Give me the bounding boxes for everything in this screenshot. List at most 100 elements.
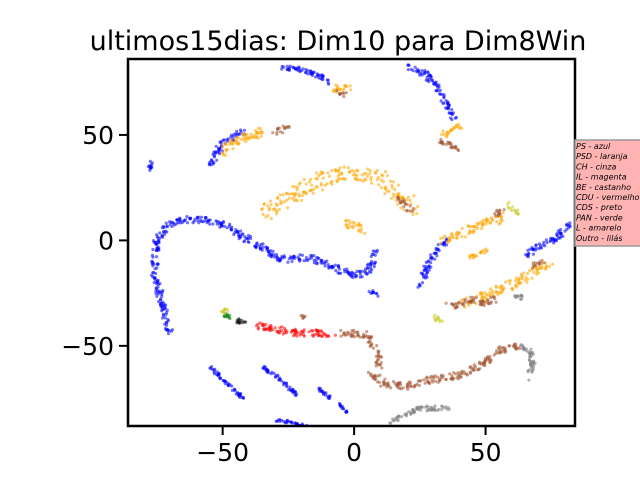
- x-tick-label: 50: [470, 438, 502, 467]
- data-point: [152, 281, 156, 285]
- data-point: [439, 137, 443, 141]
- data-point: [321, 176, 325, 180]
- data-point: [320, 73, 324, 77]
- data-point: [259, 129, 263, 134]
- data-point: [482, 222, 486, 226]
- data-point: [294, 329, 298, 333]
- data-point: [484, 222, 488, 226]
- data-point: [217, 373, 221, 377]
- data-point: [359, 178, 363, 182]
- data-point: [448, 129, 452, 133]
- data-point: [346, 330, 350, 334]
- data-point: [342, 177, 346, 181]
- data-point: [156, 280, 160, 284]
- data-point: [490, 289, 494, 293]
- data-point: [358, 269, 362, 273]
- cluster-13: [220, 126, 265, 157]
- data-point: [450, 108, 454, 112]
- cluster-19: [459, 261, 555, 309]
- data-point: [307, 330, 311, 334]
- data-point: [366, 167, 370, 171]
- data-point: [276, 127, 280, 131]
- data-point: [475, 222, 480, 226]
- data-point: [215, 220, 219, 224]
- data-point: [225, 226, 229, 230]
- data-point: [335, 180, 339, 184]
- y-axis: −50 0 50: [61, 121, 128, 361]
- data-point: [434, 81, 438, 85]
- data-point: [472, 228, 476, 232]
- data-point: [254, 324, 258, 328]
- points-layer: [146, 63, 572, 426]
- data-point: [293, 66, 297, 70]
- data-point: [397, 414, 401, 418]
- data-point: [397, 193, 401, 197]
- data-point: [488, 357, 492, 362]
- data-point: [204, 215, 208, 220]
- data-point: [423, 70, 427, 74]
- data-point: [151, 264, 155, 268]
- data-point: [344, 410, 349, 414]
- data-point: [391, 419, 395, 423]
- data-point: [219, 141, 223, 145]
- data-point: [440, 92, 444, 96]
- data-point: [393, 188, 397, 192]
- data-point: [246, 240, 250, 244]
- data-point: [415, 382, 419, 386]
- data-point: [433, 379, 437, 383]
- data-point: [266, 214, 270, 218]
- data-point: [148, 168, 152, 172]
- data-point: [447, 132, 451, 136]
- data-point: [237, 132, 241, 136]
- data-point: [239, 137, 243, 141]
- data-point: [488, 354, 492, 359]
- data-point: [278, 331, 282, 335]
- data-point: [344, 91, 348, 95]
- data-point: [253, 128, 258, 133]
- data-point: [499, 218, 503, 222]
- data-point: [475, 227, 479, 231]
- plot-frame: [126, 57, 577, 428]
- data-point: [424, 260, 428, 264]
- data-point: [338, 404, 342, 408]
- data-point: [392, 195, 396, 199]
- data-point: [366, 262, 370, 266]
- data-point: [154, 289, 158, 293]
- data-point: [526, 248, 530, 252]
- data-point: [160, 292, 164, 296]
- data-point: [226, 137, 230, 141]
- data-point: [427, 77, 431, 81]
- data-point: [236, 135, 240, 139]
- data-point: [377, 183, 381, 187]
- data-point: [326, 81, 330, 85]
- data-point: [429, 261, 433, 265]
- data-point: [412, 384, 416, 388]
- data-point: [345, 269, 349, 273]
- data-point: [188, 216, 192, 220]
- data-point: [531, 263, 535, 267]
- data-point: [396, 202, 400, 206]
- data-point: [409, 412, 413, 416]
- cluster-36: [506, 200, 521, 216]
- data-point: [436, 408, 440, 412]
- data-point: [275, 258, 279, 262]
- data-point: [375, 344, 379, 348]
- data-point: [339, 328, 343, 333]
- data-point: [376, 357, 381, 361]
- data-point: [363, 231, 367, 235]
- data-point: [279, 379, 283, 383]
- data-point: [317, 76, 321, 80]
- data-point: [495, 220, 499, 224]
- data-point: [227, 224, 232, 228]
- data-point: [285, 126, 289, 130]
- data-point: [282, 380, 286, 385]
- data-point: [529, 347, 533, 351]
- data-point: [540, 258, 544, 263]
- data-point: [286, 67, 290, 71]
- data-point: [314, 185, 318, 189]
- data-point: [238, 234, 242, 238]
- data-point: [543, 244, 547, 248]
- data-point: [388, 179, 393, 183]
- data-point: [480, 220, 484, 224]
